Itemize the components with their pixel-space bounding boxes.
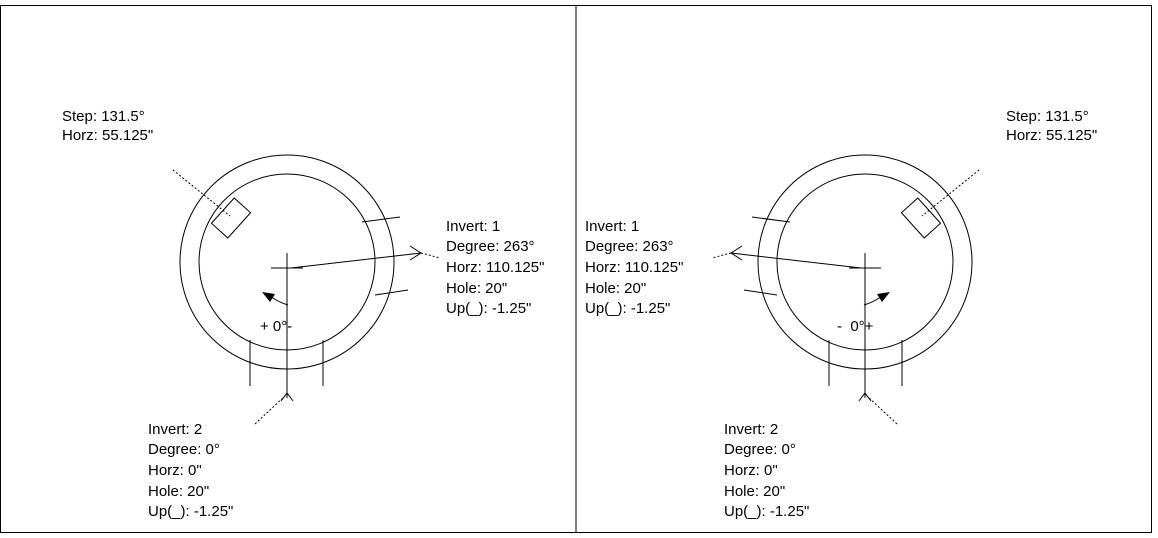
invert-label: Up(_): -1.25"	[585, 300, 670, 317]
invert-label: Degree: 263°	[446, 238, 535, 255]
step-label: Step: 131.5°	[1006, 108, 1089, 125]
invert-label: Up(_): -1.25"	[724, 503, 809, 520]
invert-label: Hole: 20"	[148, 483, 209, 500]
invert-label: Horz: 110.125"	[446, 259, 544, 276]
invert-label: Hole: 20"	[724, 483, 785, 500]
invert-label: Invert: 2	[724, 421, 778, 438]
invert-label: Horz: 0"	[724, 462, 778, 479]
step-label: Horz: 55.125"	[1006, 127, 1097, 144]
invert-label: Horz: 0"	[148, 462, 202, 479]
invert-label: Hole: 20"	[585, 280, 646, 297]
invert-label: Degree: 0°	[148, 441, 220, 458]
invert-label: Up(_): -1.25"	[446, 300, 531, 317]
invert-label: Invert: 1	[585, 218, 639, 235]
step-label: Step: 131.5°	[62, 108, 145, 125]
invert-label: Invert: 2	[148, 421, 202, 438]
rotation-label: + 0°-	[260, 318, 292, 335]
step-label: Horz: 55.125"	[62, 127, 153, 144]
pipe-right	[711, 154, 980, 425]
invert-label: Hole: 20"	[446, 280, 507, 297]
invert-label: Horz: 110.125"	[585, 259, 683, 276]
panel-left: Step: 131.5° Horz: 55.125" Invert: 1 Deg…	[62, 108, 544, 520]
panel-right: Step: 131.5° Horz: 55.125" Invert: 1 Deg…	[585, 108, 1097, 520]
invert-label: Degree: 0°	[724, 441, 796, 458]
invert-label: Degree: 263°	[585, 238, 674, 255]
invert-label: Up(_): -1.25"	[148, 503, 233, 520]
pipe-left	[172, 154, 441, 425]
rotation-label: - 0°+	[837, 318, 874, 335]
invert-label: Invert: 1	[446, 218, 500, 235]
